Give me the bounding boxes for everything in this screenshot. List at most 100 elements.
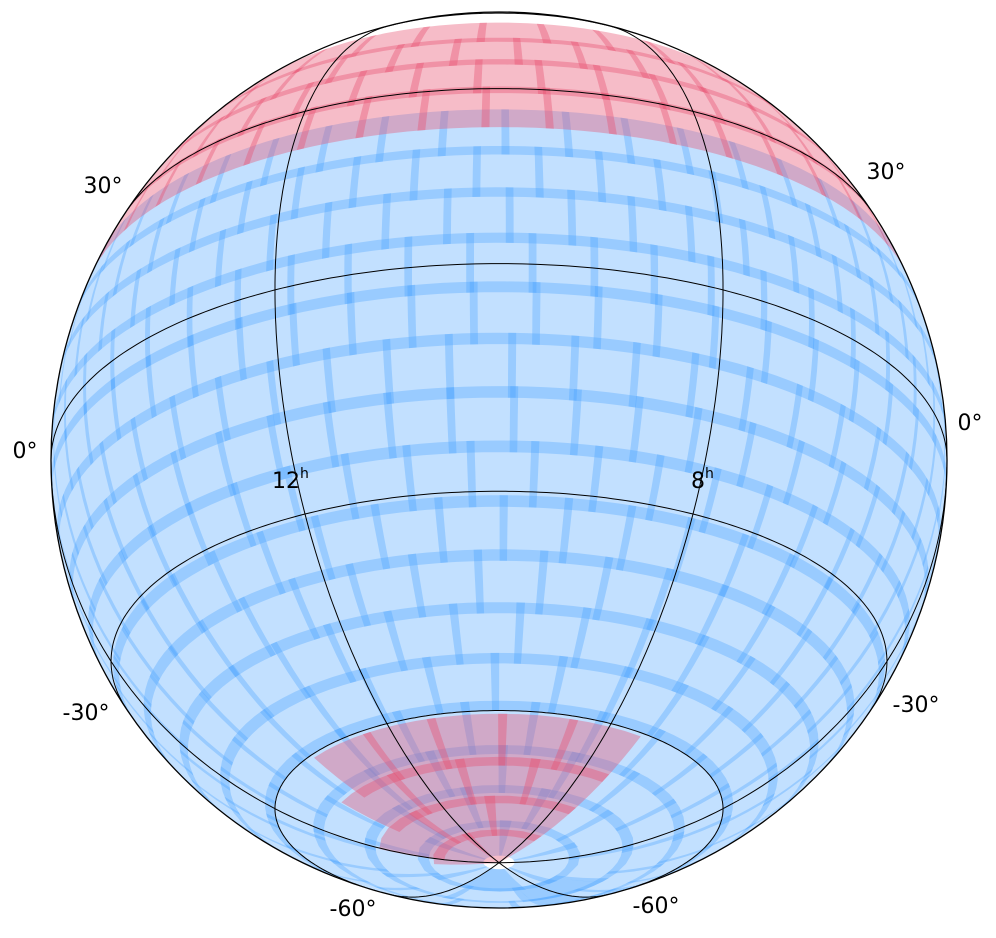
survey-tile — [292, 34, 377, 74]
survey-tile — [590, 236, 659, 305]
survey-tile — [147, 501, 214, 588]
survey-tile — [364, 837, 441, 878]
survey-tile — [710, 114, 784, 177]
survey-tile — [426, 713, 508, 770]
survey-tile — [769, 628, 839, 709]
survey-tile — [386, 758, 477, 815]
survey-tile — [433, 832, 499, 865]
survey-tile — [501, 109, 574, 158]
survey-tile — [534, 146, 607, 203]
survey-tile — [521, 788, 614, 842]
survey-tile — [574, 710, 666, 777]
survey-tile — [512, 37, 589, 70]
survey-tile — [600, 666, 689, 737]
survey-tile — [363, 750, 456, 811]
survey-tile — [547, 751, 641, 812]
survey-tile — [528, 441, 604, 513]
survey-tile — [528, 233, 599, 297]
survey-tile — [708, 170, 776, 240]
survey-tile — [290, 156, 362, 220]
survey-tile — [364, 804, 447, 857]
survey-tile — [547, 655, 633, 723]
survey-tile — [625, 844, 714, 884]
survey-tile — [822, 602, 879, 686]
survey-tile — [652, 293, 720, 369]
survey-tile — [282, 453, 360, 532]
survey-tile — [532, 281, 603, 350]
survey-tile — [698, 467, 774, 550]
survey-tile — [898, 299, 930, 387]
survey-tile — [98, 268, 142, 352]
graticule-line — [51, 263, 947, 461]
survey-tile — [224, 796, 298, 853]
survey-tile — [346, 284, 417, 356]
graticule-line — [274, 710, 724, 892]
survey-tile — [289, 291, 357, 367]
survey-tile — [346, 62, 425, 107]
survey-tile — [588, 445, 665, 521]
survey-tile — [757, 130, 827, 198]
survey-tile — [459, 785, 552, 830]
survey-tile — [169, 228, 227, 307]
survey-tile — [865, 636, 909, 718]
survey-tile — [473, 549, 549, 615]
survey-tile — [651, 753, 730, 819]
survey-tile — [912, 354, 936, 444]
survey-tile — [863, 426, 910, 515]
survey-tile — [592, 64, 671, 111]
survey-tile — [208, 65, 288, 120]
survey-tile — [145, 334, 199, 419]
survey-tile — [499, 820, 579, 861]
survey-tile — [459, 867, 558, 892]
survey-tile — [391, 786, 484, 840]
survey-tile — [673, 822, 757, 871]
survey-tile — [220, 736, 287, 805]
survey-tile — [110, 354, 157, 441]
lat-label: -30° — [63, 701, 110, 726]
survey-tile — [568, 335, 641, 408]
survey-tile — [643, 40, 729, 83]
survey-tile — [804, 202, 862, 280]
survey-tile — [625, 49, 708, 94]
survey-tile — [807, 337, 860, 423]
survey-tile — [355, 89, 431, 139]
survey-tile — [843, 223, 894, 304]
survey-tile — [268, 752, 347, 818]
survey-tile — [143, 702, 194, 776]
survey-tile — [195, 120, 268, 185]
survey-tile — [129, 136, 192, 208]
survey-tile — [555, 809, 634, 860]
survey-tile — [788, 234, 843, 314]
survey-tile — [383, 387, 457, 459]
globe-outline — [50, 11, 948, 909]
survey-tile — [182, 690, 249, 766]
survey-tile — [340, 444, 417, 520]
survey-tile — [832, 170, 890, 247]
survey-tile — [167, 619, 240, 701]
survey-tile — [516, 875, 610, 902]
survey-tile — [561, 111, 636, 165]
survey-tile — [407, 281, 478, 349]
survey-tile — [536, 23, 617, 52]
survey-tile — [570, 607, 655, 679]
survey-tile — [407, 549, 485, 618]
survey-tile — [472, 146, 544, 198]
survey-tile — [628, 341, 700, 418]
survey-tile — [266, 201, 333, 272]
survey-tile — [187, 316, 247, 399]
survey-tile — [214, 213, 278, 288]
survey-tile — [513, 602, 592, 669]
survey-tile — [897, 537, 929, 625]
survey-tile — [569, 389, 644, 463]
survey-tile — [738, 366, 803, 449]
survey-tile — [130, 394, 187, 482]
survey-tile — [118, 524, 178, 611]
survey-tile — [831, 254, 880, 336]
survey-tile — [296, 95, 373, 151]
survey-tile — [381, 188, 452, 250]
survey-tile — [509, 386, 582, 456]
survey-tile — [370, 497, 448, 570]
survey-tile — [876, 608, 910, 692]
survey-tile — [86, 239, 131, 323]
